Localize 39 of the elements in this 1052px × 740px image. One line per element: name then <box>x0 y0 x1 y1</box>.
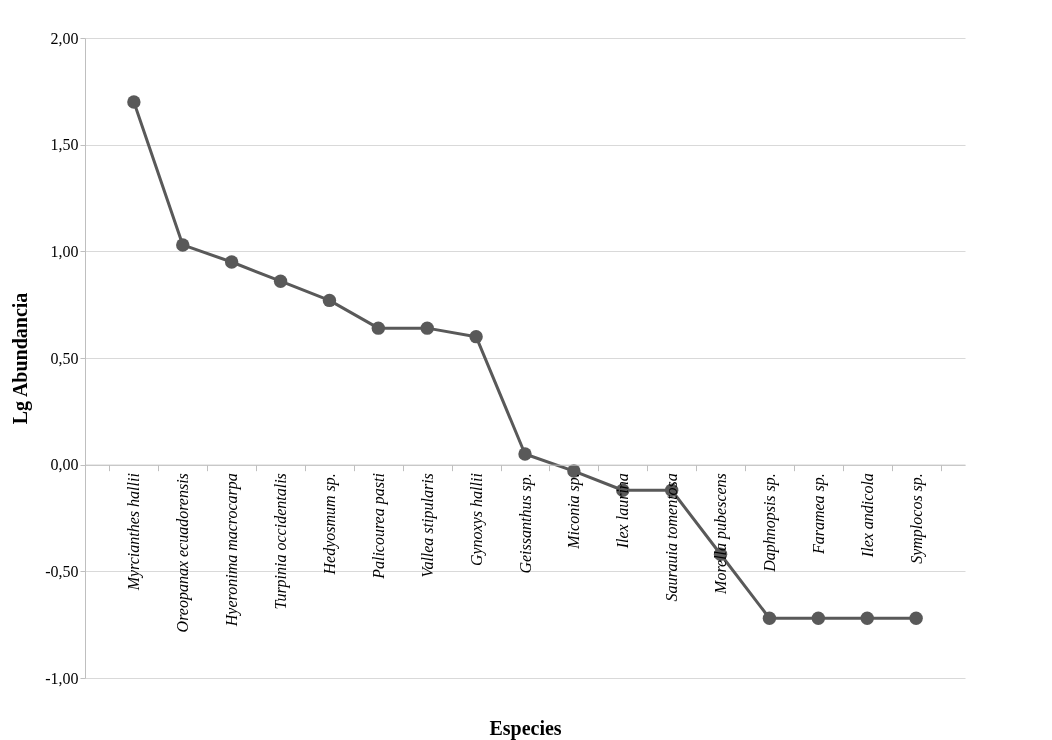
y-tick-label: 0,50 <box>50 349 79 367</box>
y-axis-title: Lg Abundancia <box>9 292 33 425</box>
x-tick-label: Miconia sp. <box>565 473 584 550</box>
x-tick-label: Gynoxys hallii <box>467 473 486 567</box>
point <box>176 238 190 252</box>
point <box>322 293 337 308</box>
y-tick-label: 0,00 <box>50 456 79 474</box>
point <box>762 611 777 625</box>
point <box>518 447 532 461</box>
point <box>860 611 874 625</box>
x-tick-label: Faramea sp. <box>809 473 828 556</box>
point <box>811 611 826 625</box>
x-tick-label: Oreopanax ecuadorensis <box>174 473 193 633</box>
point <box>371 321 386 335</box>
point <box>224 255 239 269</box>
y-tick-label: -1,00 <box>45 669 79 687</box>
y-tick-label: 1,00 <box>50 242 79 260</box>
x-tick-label: Hyeronima macrocarpa <box>223 473 242 628</box>
point <box>127 95 141 109</box>
y-tick-label: -0,50 <box>45 562 79 580</box>
x-tick-label: Hedyosmum sp. <box>320 473 339 576</box>
x-axis-title: Especies <box>489 716 562 740</box>
x-tick-label: Morella pubescens <box>712 473 731 595</box>
y-tick-label: 1,50 <box>50 136 79 154</box>
point <box>420 321 434 335</box>
x-tick-label: Turpinia occidentalis <box>272 473 291 610</box>
y-tick-label: 2,00 <box>50 29 79 47</box>
point <box>909 611 923 625</box>
x-tick-label: Palicourea pasti <box>369 473 388 580</box>
x-tick-label: Symplocos sp. <box>907 473 926 564</box>
point <box>469 329 483 344</box>
x-tick-label: Vallea stipularis <box>418 473 437 578</box>
x-tick-label: Ilex laurina <box>614 473 632 550</box>
x-tick-label: Daphnopsis sp. <box>760 473 779 573</box>
x-tick-label: Saurauia tomentosa <box>663 473 681 602</box>
x-tick-label: Ilex andicola <box>858 473 876 559</box>
x-tick-label: Myrcianthes hallii <box>125 473 144 592</box>
point <box>273 274 288 288</box>
x-tick-label: Geissanthus sp. <box>516 473 535 574</box>
